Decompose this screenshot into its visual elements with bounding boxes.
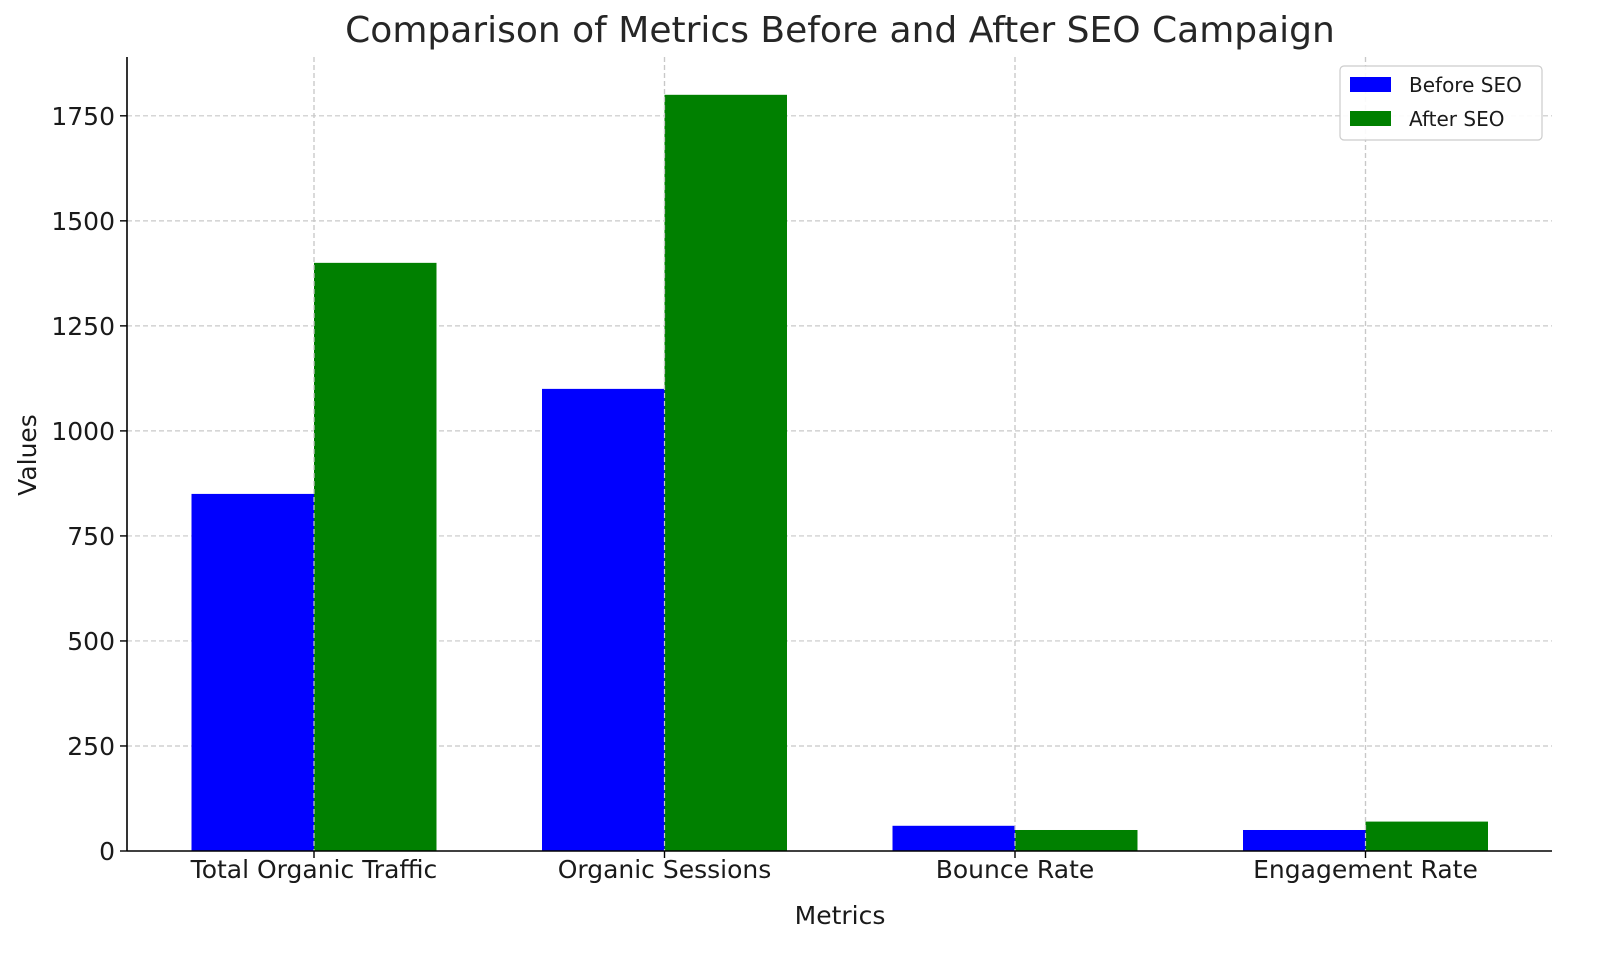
bar-before-seo-organic-sessions	[542, 388, 665, 851]
legend-label-before-seo: Before SEO	[1409, 73, 1522, 97]
axes	[120, 57, 1552, 858]
legend: Before SEO After SEO	[1339, 65, 1543, 141]
bar-after-seo-organic-sessions	[664, 94, 787, 852]
chart-title: Comparison of Metrics Before and After S…	[345, 10, 1335, 51]
y-tick-label-0: 0	[99, 837, 115, 866]
y-tick-label-1000: 1000	[51, 417, 115, 446]
legend-swatch-after-seo	[1350, 111, 1391, 126]
y-tick-label-1500: 1500	[51, 207, 115, 236]
x-tick-label-organic-sessions: Organic Sessions	[558, 855, 772, 884]
y-tick-label-250: 250	[67, 732, 115, 761]
x-axis-label: Metrics	[795, 901, 886, 930]
x-tick-label-engagement-rate: Engagement Rate	[1253, 855, 1478, 884]
legend-label-after-seo: After SEO	[1409, 107, 1504, 131]
y-tick-label-500: 500	[67, 627, 115, 656]
bar-before-seo-total-organic-traffic	[191, 493, 314, 851]
y-tick-label-1250: 1250	[51, 312, 115, 341]
bars	[191, 57, 1488, 852]
bar-after-seo-engagement-rate	[1365, 821, 1488, 851]
bar-before-seo-bounce-rate	[892, 825, 1015, 851]
y-tick-label-1750: 1750	[51, 102, 115, 131]
x-tick-label-total-organic-traffic: Total Organic Traffic	[190, 855, 438, 884]
legend-swatch-before-seo	[1350, 77, 1391, 92]
bar-after-seo-total-organic-traffic	[314, 262, 437, 852]
y-axis-label: Values	[13, 414, 42, 496]
y-tick-label-750: 750	[67, 522, 115, 551]
bar-after-seo-bounce-rate	[1015, 829, 1138, 851]
tick-labels: 0 250 500 750 1000 1250 1500 1750 Total Organic …	[51, 102, 1477, 884]
bar-before-seo-engagement-rate	[1243, 829, 1366, 851]
x-tick-label-bounce-rate: Bounce Rate	[936, 855, 1095, 884]
